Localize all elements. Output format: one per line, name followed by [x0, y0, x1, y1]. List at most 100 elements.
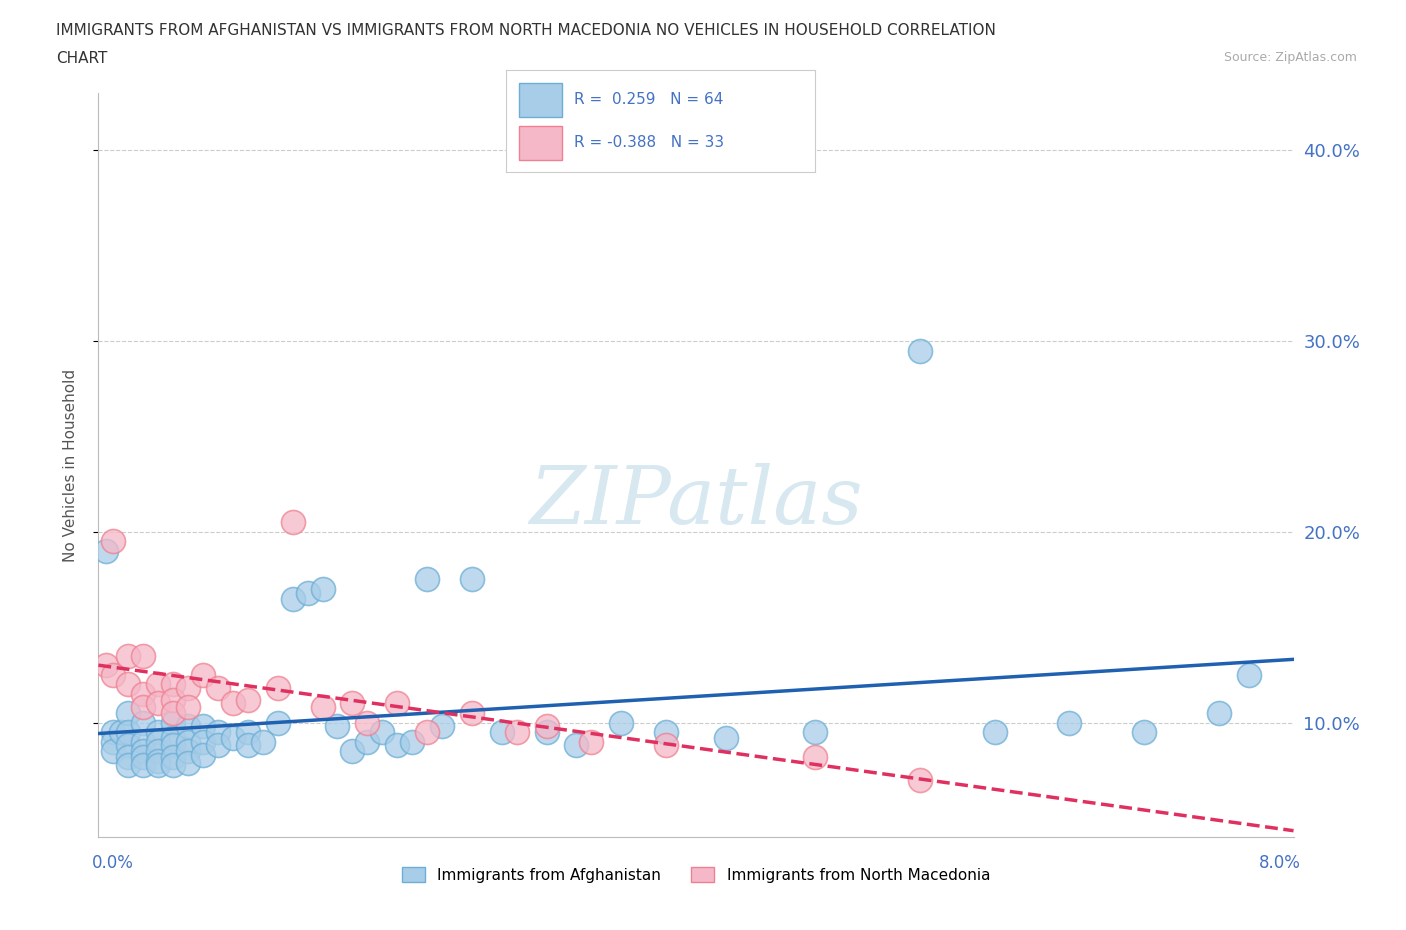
Point [191, 719, 214, 734]
Point [311, 700, 333, 715]
Point [177, 755, 200, 770]
Point [267, 681, 290, 696]
FancyBboxPatch shape [519, 83, 562, 117]
Point [207, 681, 229, 696]
Point [461, 706, 484, 721]
Point [461, 572, 484, 587]
Point [207, 738, 229, 753]
Point [148, 724, 170, 739]
Point [908, 343, 931, 358]
Point [342, 744, 364, 759]
Point [536, 719, 558, 734]
Point [132, 700, 155, 715]
Point [117, 750, 139, 764]
Text: ZIPatlas: ZIPatlas [529, 463, 863, 541]
Point [177, 744, 200, 759]
Point [177, 719, 200, 734]
Point [148, 734, 170, 749]
Text: 0.0%: 0.0% [91, 854, 134, 871]
Point [132, 648, 155, 663]
Point [117, 738, 139, 753]
Point [191, 748, 214, 763]
Point [177, 681, 200, 696]
Point [103, 724, 125, 739]
Point [162, 677, 184, 692]
Point [117, 757, 139, 772]
Point [177, 734, 200, 749]
Point [132, 715, 155, 730]
Point [94, 658, 117, 672]
Point [385, 738, 409, 753]
Point [117, 724, 139, 739]
Point [162, 738, 184, 753]
Point [162, 706, 184, 721]
FancyBboxPatch shape [519, 126, 562, 160]
Point [581, 734, 603, 749]
Point [148, 744, 170, 759]
Legend: Immigrants from Afghanistan, Immigrants from North Macedonia: Immigrants from Afghanistan, Immigrants … [395, 860, 997, 889]
Point [311, 581, 333, 596]
Point [1237, 668, 1260, 683]
Point [804, 750, 827, 764]
Point [222, 730, 245, 745]
Point [148, 757, 170, 772]
Point [132, 686, 155, 701]
Point [342, 696, 364, 711]
Point [356, 734, 378, 749]
Point [297, 585, 319, 600]
Point [132, 750, 155, 764]
Point [908, 772, 931, 787]
Point [177, 700, 200, 715]
Point [267, 715, 290, 730]
Point [1133, 724, 1156, 739]
Point [162, 730, 184, 745]
Point [491, 724, 513, 739]
Point [356, 715, 378, 730]
Point [132, 757, 155, 772]
Point [110, 724, 132, 739]
Point [236, 724, 259, 739]
Point [804, 724, 827, 739]
Point [162, 692, 184, 707]
Point [536, 724, 558, 739]
Point [148, 696, 170, 711]
Text: R =  0.259   N = 64: R = 0.259 N = 64 [574, 92, 724, 108]
Point [117, 677, 139, 692]
Point [984, 724, 1007, 739]
Point [103, 734, 125, 749]
Point [222, 696, 245, 711]
Point [162, 757, 184, 772]
Point [236, 738, 259, 753]
Y-axis label: No Vehicles in Household: No Vehicles in Household [63, 368, 77, 562]
Point [117, 706, 139, 721]
Point [207, 724, 229, 739]
Point [281, 515, 304, 530]
Point [252, 734, 274, 749]
Text: R = -0.388   N = 33: R = -0.388 N = 33 [574, 136, 724, 151]
Point [416, 572, 439, 587]
Point [655, 738, 678, 753]
Text: 8.0%: 8.0% [1258, 854, 1301, 871]
Point [148, 753, 170, 768]
Point [162, 750, 184, 764]
Point [103, 534, 125, 549]
Point [371, 724, 394, 739]
Point [1208, 706, 1230, 721]
Point [1059, 715, 1081, 730]
Point [94, 543, 117, 558]
Point [655, 724, 678, 739]
Point [416, 724, 439, 739]
Point [103, 668, 125, 683]
Point [506, 724, 529, 739]
Point [132, 744, 155, 759]
Point [117, 648, 139, 663]
Point [610, 715, 633, 730]
Point [326, 719, 349, 734]
Point [565, 738, 588, 753]
Point [385, 696, 409, 711]
Point [191, 668, 214, 683]
Point [148, 677, 170, 692]
Point [191, 734, 214, 749]
Point [132, 734, 155, 749]
Text: IMMIGRANTS FROM AFGHANISTAN VS IMMIGRANTS FROM NORTH MACEDONIA NO VEHICLES IN HO: IMMIGRANTS FROM AFGHANISTAN VS IMMIGRANT… [56, 23, 995, 38]
